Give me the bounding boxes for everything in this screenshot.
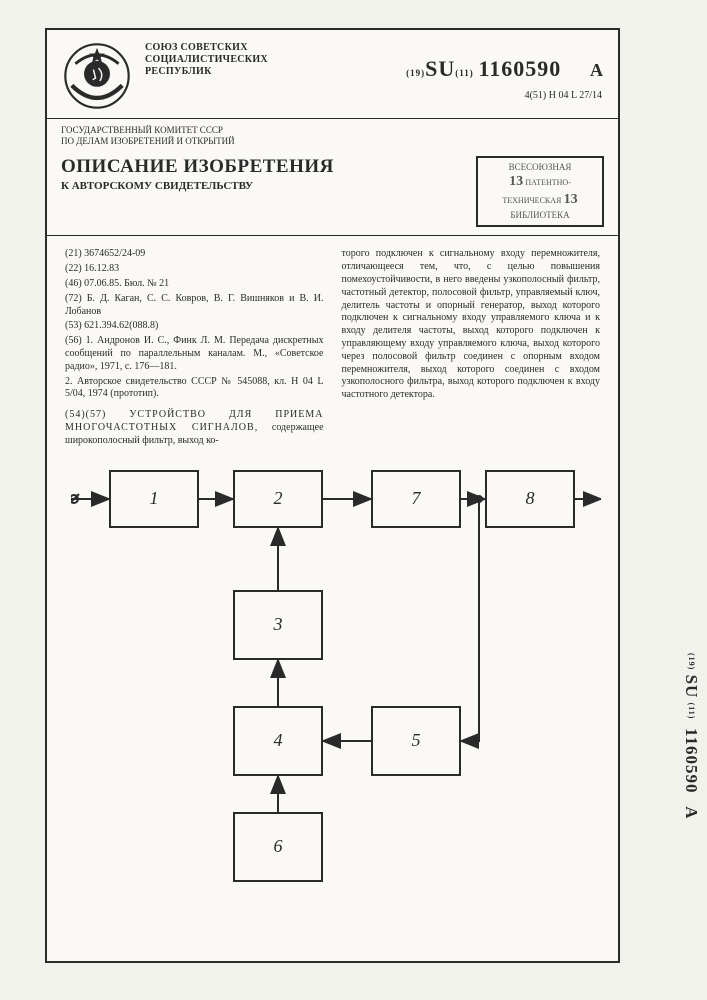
diagram-box-3: 3	[233, 590, 323, 660]
library-stamp: ВСЕСОЮЗНАЯ 13 ПАТЕНТНО- ТЕХНИЧЕСКАЯ 13 Б…	[476, 156, 604, 228]
org-line: СОЮЗ СОВЕТСКИХ	[145, 42, 604, 54]
diagram-box-8: 8	[485, 470, 575, 528]
patent-page: СОЮЗ СОВЕТСКИХ СОЦИАЛИСТИЧЕСКИХ РЕСПУБЛИ…	[45, 28, 620, 963]
diagram-box-2: 2	[233, 470, 323, 528]
diagram-box-7: 7	[371, 470, 461, 528]
committee: ГОСУДАРСТВЕННЫЙ КОМИТЕТ СССР ПО ДЕЛАМ ИЗ…	[47, 119, 618, 150]
subtitle: К АВТОРСКОМУ СВИДЕТЕЛЬСТВУ	[61, 180, 476, 192]
side-patent-number: (19) SU (11) 1160590 A	[681, 653, 701, 820]
body-columns: (21) 3674652/24-09 (22) 16.12.83 (46) 07…	[47, 236, 618, 453]
classification: 4(51) H 04 L 27/14	[525, 90, 602, 101]
header: СОЮЗ СОВЕТСКИХ СОЦИАЛИСТИЧЕСКИХ РЕСПУБЛИ…	[47, 30, 618, 119]
title-block: ОПИСАНИЕ ИЗОБРЕТЕНИЯ К АВТОРСКОМУ СВИДЕТ…	[61, 156, 476, 192]
title-row: ОПИСАНИЕ ИЗОБРЕТЕНИЯ К АВТОРСКОМУ СВИДЕТ…	[47, 150, 618, 237]
diagram-box-1: 1	[109, 470, 199, 528]
diagram-box-6: 6	[233, 812, 323, 882]
diagram-box-4: 4	[233, 706, 323, 776]
patent-number: (19)SU(11) 1160590 A	[406, 56, 604, 82]
block-diagram: 1278 3 456	[71, 460, 594, 890]
main-title: ОПИСАНИЕ ИЗОБРЕТЕНИЯ	[61, 156, 476, 178]
right-column: торого подключен к сигнальному входу пер…	[342, 248, 601, 449]
left-column: (21) 3674652/24-09 (22) 16.12.83 (46) 07…	[65, 248, 324, 449]
diagram-box-5: 5	[371, 706, 461, 776]
ussr-emblem-icon	[61, 42, 133, 110]
claim: (54)(57) УСТРОЙСТВО ДЛЯ ПРИЕМА МНОГОЧАСТ…	[65, 409, 324, 447]
